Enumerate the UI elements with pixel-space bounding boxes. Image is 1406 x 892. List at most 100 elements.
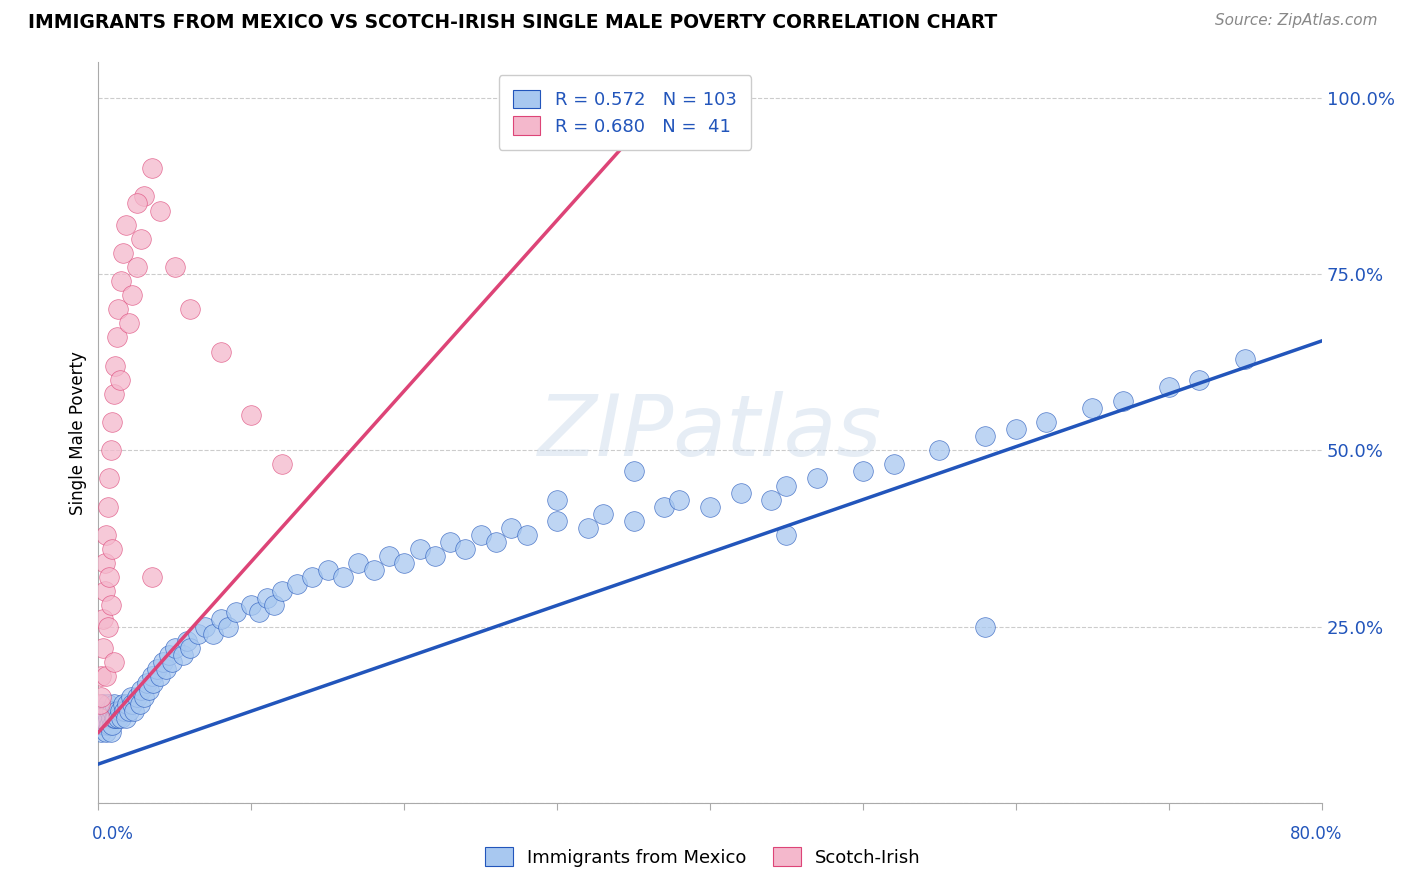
Point	[1188, 373, 1211, 387]
Point	[163, 640, 186, 655]
Point	[107, 302, 129, 317]
Point	[623, 464, 645, 478]
Point	[134, 690, 156, 704]
Point	[93, 556, 115, 570]
Point	[149, 203, 172, 218]
Point	[157, 648, 180, 662]
Point	[152, 655, 174, 669]
Point	[470, 528, 492, 542]
Point	[209, 344, 232, 359]
Point	[129, 683, 152, 698]
Point	[110, 274, 132, 288]
Point	[145, 662, 167, 676]
Point	[93, 711, 115, 725]
Point	[89, 711, 111, 725]
Point	[141, 161, 163, 176]
Point	[105, 330, 128, 344]
Point	[668, 492, 690, 507]
Point	[546, 492, 568, 507]
Point	[134, 189, 156, 203]
Point	[100, 725, 122, 739]
Point	[775, 478, 797, 492]
Point	[699, 500, 721, 514]
Point	[240, 408, 263, 422]
Point	[115, 711, 138, 725]
Point	[623, 514, 645, 528]
Point	[91, 612, 114, 626]
Point	[179, 640, 201, 655]
Text: Source: ZipAtlas.com: Source: ZipAtlas.com	[1215, 13, 1378, 29]
Point	[90, 704, 112, 718]
Point	[105, 704, 128, 718]
Point	[104, 711, 127, 725]
Point	[118, 704, 141, 718]
Point	[120, 690, 142, 704]
Point	[103, 711, 125, 725]
Point	[111, 697, 134, 711]
Point	[136, 676, 159, 690]
Point	[928, 443, 950, 458]
Point	[301, 570, 323, 584]
Point	[1004, 422, 1026, 436]
Point	[883, 458, 905, 472]
Point	[101, 718, 124, 732]
Point	[155, 662, 177, 676]
Point	[485, 535, 508, 549]
Point	[974, 619, 997, 633]
Point	[270, 458, 292, 472]
Point	[103, 387, 125, 401]
Point	[759, 492, 782, 507]
Legend: R = 0.572   N = 103, R = 0.680   N =  41: R = 0.572 N = 103, R = 0.680 N = 41	[499, 75, 751, 150]
Point	[1112, 393, 1135, 408]
Point	[97, 697, 120, 711]
Point	[423, 549, 446, 563]
Point	[112, 704, 135, 718]
Point	[108, 373, 131, 387]
Point	[98, 570, 121, 584]
Point	[1035, 415, 1057, 429]
Point	[100, 599, 122, 613]
Point	[94, 725, 117, 739]
Point	[516, 528, 538, 542]
Point	[94, 704, 117, 718]
Point	[94, 669, 117, 683]
Point	[225, 606, 247, 620]
Point	[775, 528, 797, 542]
Point	[93, 718, 115, 732]
Point	[160, 655, 183, 669]
Point	[592, 507, 614, 521]
Point	[125, 196, 148, 211]
Point	[125, 690, 148, 704]
Point	[730, 485, 752, 500]
Point	[121, 288, 143, 302]
Point	[316, 563, 339, 577]
Point	[101, 704, 124, 718]
Point	[110, 711, 132, 725]
Text: 0.0%: 0.0%	[91, 825, 134, 843]
Text: IMMIGRANTS FROM MEXICO VS SCOTCH-IRISH SINGLE MALE POVERTY CORRELATION CHART: IMMIGRANTS FROM MEXICO VS SCOTCH-IRISH S…	[28, 13, 997, 32]
Point	[108, 704, 131, 718]
Point	[107, 711, 129, 725]
Point	[111, 245, 134, 260]
Point	[285, 577, 308, 591]
Point	[1157, 380, 1180, 394]
Point	[1081, 401, 1104, 415]
Point	[1234, 351, 1257, 366]
Point	[347, 556, 370, 570]
Point	[392, 556, 416, 570]
Point	[363, 563, 385, 577]
Point	[439, 535, 461, 549]
Point	[94, 528, 117, 542]
Point	[101, 541, 124, 556]
Point	[187, 626, 209, 640]
Point	[103, 655, 125, 669]
Legend: Immigrants from Mexico, Scotch-Irish: Immigrants from Mexico, Scotch-Irish	[478, 840, 928, 874]
Point	[546, 514, 568, 528]
Point	[179, 302, 201, 317]
Point	[209, 612, 232, 626]
Point	[501, 521, 523, 535]
Point	[263, 599, 285, 613]
Point	[806, 471, 828, 485]
Point	[974, 429, 997, 443]
Text: ZIPatlas: ZIPatlas	[538, 391, 882, 475]
